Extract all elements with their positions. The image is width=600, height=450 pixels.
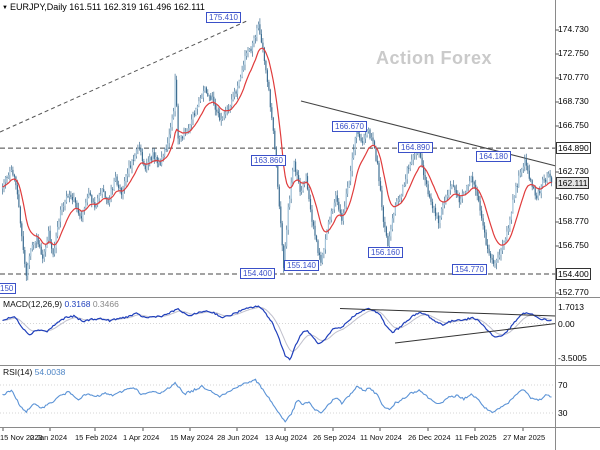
time-axis-label: 2 Jan 2024 bbox=[30, 433, 68, 442]
macd-axis-label: -3.5005 bbox=[558, 353, 587, 363]
macd-wedge-upper-trendline[interactable] bbox=[339, 308, 557, 317]
symbol-ohlc-text: EURJPY,Daily 161.511 162.319 161.496 162… bbox=[9, 2, 205, 12]
price-axis-label: 170.770 bbox=[558, 72, 589, 82]
trendline-descending[interactable] bbox=[300, 100, 557, 167]
time-axis-label: 1 Apr 2024 bbox=[123, 433, 160, 442]
macd-axis-label: 1.7013 bbox=[558, 302, 584, 312]
price-axis-label: 156.750 bbox=[558, 240, 589, 250]
macd-signal-value: 0.3466 bbox=[92, 299, 119, 309]
rsi-axis-label: 70 bbox=[558, 380, 568, 390]
price-annotation[interactable]: 164.890 bbox=[398, 142, 433, 153]
macd-value: 0.3168 bbox=[64, 299, 91, 309]
macd-axis-label: 0.00 bbox=[558, 319, 575, 329]
price-axis-label: 174.730 bbox=[558, 24, 589, 34]
watermark: Action Forex bbox=[376, 48, 493, 68]
time-axis-label: 15 Feb 2024 bbox=[75, 433, 118, 442]
price-annotation[interactable]: 164.180 bbox=[476, 151, 511, 162]
macd-wedge-lower-trendline[interactable] bbox=[394, 323, 557, 344]
price-annotation[interactable]: 175.410 bbox=[206, 12, 241, 23]
rsi-indicator-label: RSI(14) 54.0038 bbox=[3, 367, 65, 377]
rsi-name: RSI(14) bbox=[3, 367, 33, 377]
price-axis-label: 164.890 bbox=[556, 142, 591, 154]
price-annotation[interactable]: 163.860 bbox=[251, 155, 286, 166]
price-axis-label: 154.400 bbox=[556, 268, 591, 280]
price-axis-label: 162.730 bbox=[558, 166, 589, 176]
price-annotation[interactable]: 154.770 bbox=[452, 264, 487, 275]
time-axis-label: 11 Nov 2024 bbox=[360, 433, 402, 442]
macd-line bbox=[2, 305, 552, 361]
chart-header: ▼ EURJPY,Daily 161.511 162.319 161.496 16… bbox=[2, 2, 205, 12]
price-axis-label: 158.770 bbox=[558, 216, 589, 226]
rsi-axis-label: 30 bbox=[558, 408, 568, 418]
price-axis-label: 152.770 bbox=[558, 287, 589, 297]
macd-name: MACD(12,26,9) bbox=[3, 299, 63, 309]
price-axis-label: 160.750 bbox=[558, 192, 589, 202]
time-axis-label: 13 Aug 2024 bbox=[265, 433, 308, 442]
time-axis-label: 11 Feb 2025 bbox=[455, 433, 497, 442]
price-annotation[interactable]: 155.140 bbox=[284, 260, 319, 271]
current-price-label: 162.111 bbox=[556, 177, 590, 189]
trendline-ascending[interactable] bbox=[0, 19, 250, 133]
time-axis-label: 26 Sep 2024 bbox=[313, 433, 356, 442]
price-annotation[interactable]: 150 bbox=[0, 283, 17, 294]
price-annotation[interactable]: 166.670 bbox=[332, 121, 367, 132]
time-axis-label: 28 Jun 2024 bbox=[217, 433, 259, 442]
rsi-line bbox=[2, 378, 552, 423]
time-axis-label: 15 Nov 2023 bbox=[0, 433, 43, 442]
symbol-marker-icon: ▼ bbox=[2, 5, 8, 11]
rsi-value: 54.0038 bbox=[34, 367, 66, 377]
price-axis-label: 166.750 bbox=[558, 120, 589, 130]
price-annotation[interactable]: 154.400 bbox=[240, 268, 275, 279]
price-axis-label: 168.730 bbox=[558, 96, 589, 106]
moving-average-line bbox=[2, 47, 552, 246]
macd-indicator-label: MACD(12,26,9) 0.3168 0.3466 bbox=[3, 299, 119, 309]
price-axis-label: 172.750 bbox=[558, 48, 589, 58]
price-annotation[interactable]: 156.160 bbox=[368, 247, 403, 258]
time-axis-label: 15 May 2024 bbox=[170, 433, 214, 442]
time-axis-label: 27 Mar 2025 bbox=[503, 433, 546, 442]
time-axis-label: 26 Dec 2024 bbox=[408, 433, 451, 442]
